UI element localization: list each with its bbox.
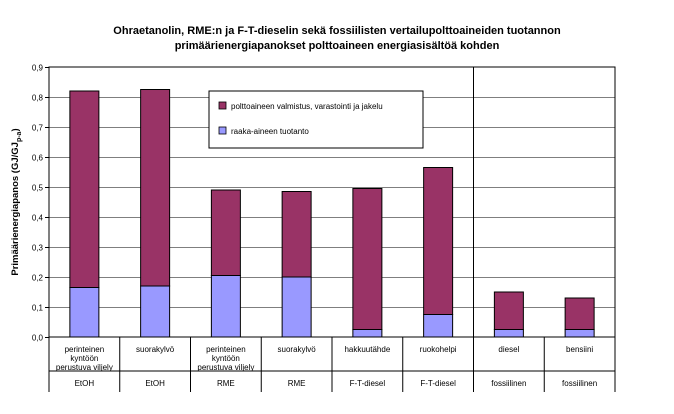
category-label: perinteinen	[206, 345, 246, 354]
group-label: EtOH	[75, 379, 95, 388]
legend-label: polttoaineen valmistus, varastointi ja j…	[231, 102, 383, 111]
y-tick-label: 0,3	[32, 244, 44, 253]
category-label: kyntöön	[212, 354, 240, 363]
bar-segment-raaka-aine	[69, 287, 100, 338]
bar-segment-valmistus	[352, 188, 383, 330]
legend-swatch	[218, 126, 227, 135]
group-label: fossiilinen	[562, 379, 597, 388]
bar-segment-valmistus	[69, 90, 100, 288]
bar-segment-raaka-aine	[352, 329, 383, 338]
chart-title-line-2: primäärienergiapanokset polttoaineen ene…	[174, 40, 500, 52]
y-tick-label: 0,1	[32, 304, 44, 313]
group-label: RME	[288, 379, 306, 388]
category-label: bensiini	[566, 345, 593, 354]
bar-segment-raaka-aine	[140, 285, 171, 338]
category-label: suorakylvö	[278, 345, 317, 354]
category-label: hakkuutähde	[344, 345, 390, 354]
legend-swatch	[218, 101, 227, 110]
bar-segment-valmistus	[210, 189, 241, 276]
chart-title-line-1: Ohraetanolin, RME:n ja F-T-dieselin sekä…	[113, 25, 561, 37]
y-tick-label: 0,0	[32, 334, 44, 343]
bar-segment-valmistus	[564, 297, 595, 330]
y-tick-label: 0,6	[32, 154, 44, 163]
y-axis-title: Primäärienergiapanos (GJ/GJp-a)	[10, 128, 23, 275]
bar-segment-raaka-aine	[423, 314, 454, 338]
bar-segment-valmistus	[281, 191, 312, 278]
y-tick-label: 0,9	[32, 64, 44, 73]
bar-segment-raaka-aine	[281, 276, 312, 338]
bar-segment-raaka-aine	[493, 329, 524, 338]
group-label: fossiilinen	[491, 379, 526, 388]
category-label: ruokohelpi	[420, 345, 457, 354]
group-label: F-T-diesel	[350, 379, 386, 388]
bar-segment-raaka-aine	[210, 275, 241, 338]
category-label: perustuva viljely	[56, 363, 113, 372]
group-label: RME	[217, 379, 235, 388]
category-label: suorakylvö	[136, 345, 175, 354]
y-tick-label: 0,2	[32, 274, 44, 283]
category-label: perinteinen	[65, 345, 105, 354]
legend-label: raaka-aineen tuotanto	[231, 127, 309, 136]
category-label: diesel	[498, 345, 519, 354]
y-tick-label: 0,7	[32, 124, 44, 133]
y-tick-label: 0,5	[32, 184, 44, 193]
legend-box	[208, 90, 424, 149]
bar-segment-valmistus	[493, 291, 524, 330]
category-label: perustuva viljely	[197, 363, 254, 372]
bar-segment-valmistus	[140, 89, 171, 287]
group-label: EtOH	[145, 379, 165, 388]
y-tick-label: 0,4	[32, 214, 44, 223]
category-label: kyntöön	[70, 354, 98, 363]
group-label: F-T-diesel	[420, 379, 456, 388]
bar-segment-valmistus	[423, 167, 454, 315]
y-tick-label: 0,8	[32, 94, 44, 103]
bar-segment-raaka-aine	[564, 329, 595, 338]
